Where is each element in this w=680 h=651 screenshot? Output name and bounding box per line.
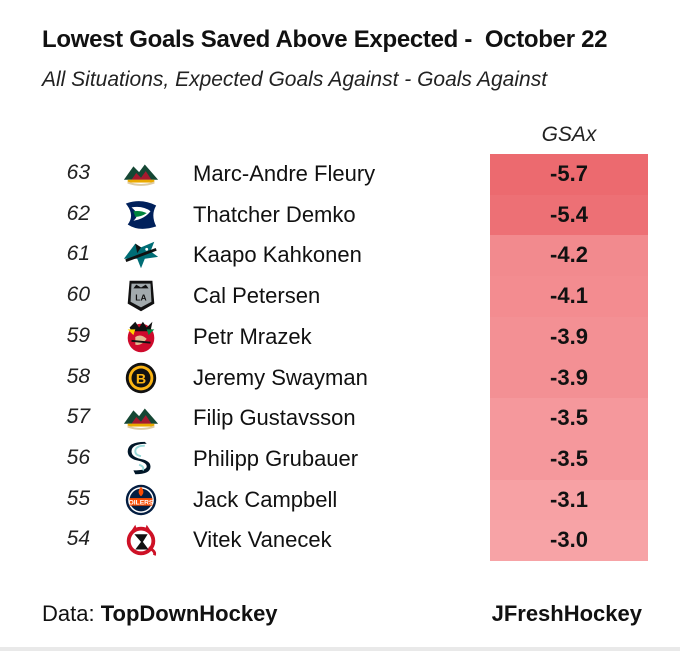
- table-row: 57 Filip Gustavsson -3.5: [0, 398, 680, 440]
- player-name: Petr Mrazek: [193, 323, 312, 349]
- table-row: 54 Vitek Vanecek -3.0: [0, 520, 680, 562]
- gsax-heat-cell: [490, 316, 648, 358]
- author-credit: JFreshHockey: [491, 601, 642, 626]
- player-name: Marc-Andre Fleury: [193, 161, 376, 186]
- table-row: 58 B Jeremy Swayman -3.9: [0, 357, 680, 399]
- player-name: Philipp Grubauer: [193, 445, 359, 471]
- gsax-heat-cell: [490, 154, 648, 195]
- rank-label: 55: [66, 486, 90, 510]
- rank-label: 56: [66, 445, 90, 469]
- table-row: 59 Petr Mrazek -3.9: [0, 316, 680, 358]
- gsax-value: -3.9: [550, 323, 588, 349]
- rank-label: 58: [66, 364, 90, 388]
- gsax-value: -4.1: [550, 283, 588, 309]
- player-name: Kaapo Kahkonen: [193, 242, 362, 268]
- rank-label: 60: [66, 283, 90, 307]
- gsax-value: -3.5: [550, 405, 588, 431]
- data-source: Data: TopDownHockey: [42, 601, 278, 627]
- table-row: 55 OILERS Jack Campbell -3.1: [0, 479, 680, 521]
- rank-label: 62: [66, 201, 90, 225]
- gsax-heat-cell: [490, 520, 648, 562]
- gsax-value: -5.4: [550, 201, 588, 227]
- gsax-value: -3.5: [550, 445, 588, 471]
- gsax-value: -4.2: [550, 242, 588, 268]
- gsax-column-header: GSAx: [541, 123, 597, 146]
- data-source-label: Data:: [42, 601, 95, 626]
- gsax-value: -5.7: [550, 161, 588, 186]
- canucks-logo: [122, 197, 160, 233]
- player-name: Jack Campbell: [193, 486, 338, 512]
- gsax-value: -3.1: [550, 486, 588, 512]
- player-name: Thatcher Demko: [193, 201, 356, 227]
- gsax-heat-cell: [490, 479, 648, 521]
- gsax-heat-cell: [490, 235, 648, 277]
- devils-logo: [122, 522, 160, 558]
- gsax-value: -3.9: [550, 364, 588, 390]
- gsax-heat-cell: [490, 357, 648, 399]
- data-source-name: TopDownHockey: [100, 601, 278, 626]
- table-row: 63 Marc-Andre Fleury -5.7: [0, 154, 680, 195]
- gsax-heat-cell: [490, 438, 648, 480]
- player-name: Jeremy Swayman: [193, 364, 368, 390]
- kraken-logo: [122, 441, 160, 477]
- rank-label: 63: [66, 161, 90, 184]
- gsax-heat-cell: [490, 194, 648, 236]
- chart-subtitle: All Situations, Expected Goals Against -…: [42, 68, 548, 91]
- bruins-logo: B: [122, 360, 160, 396]
- table-row: 60 LA Cal Petersen -4.1: [0, 276, 680, 318]
- rank-label: 61: [66, 242, 90, 266]
- kings-logo: LA: [122, 278, 160, 314]
- player-name: Vitek Vanecek: [193, 527, 332, 553]
- svg-text:OILERS: OILERS: [129, 499, 154, 506]
- rank-label: 54: [66, 527, 90, 551]
- gsax-heat-cell: [490, 276, 648, 318]
- oilers-logo: OILERS: [122, 482, 160, 518]
- gsax-heat-cell: [490, 398, 648, 440]
- table-row: 61 Kaapo Kahkonen -4.2: [0, 235, 680, 277]
- rank-label: 57: [66, 405, 90, 429]
- rank-label: 59: [66, 323, 90, 347]
- svg-text:B: B: [136, 371, 146, 387]
- gsax-value: -3.0: [550, 527, 588, 553]
- table-row: 62 Thatcher Demko -5.4: [0, 194, 680, 236]
- player-name: Cal Petersen: [193, 283, 321, 309]
- bottom-divider: [0, 647, 680, 651]
- wild-logo: [122, 156, 160, 192]
- wild-logo: [122, 400, 160, 436]
- blackhawks-logo: [122, 319, 160, 355]
- chart-title: Lowest Goals Saved Above Expected - Octo…: [42, 26, 608, 53]
- svg-text:LA: LA: [135, 293, 146, 303]
- table-row: 56 Philipp Grubauer -3.5: [0, 438, 680, 480]
- player-name: Filip Gustavsson: [193, 405, 356, 431]
- sharks-logo: [122, 237, 160, 273]
